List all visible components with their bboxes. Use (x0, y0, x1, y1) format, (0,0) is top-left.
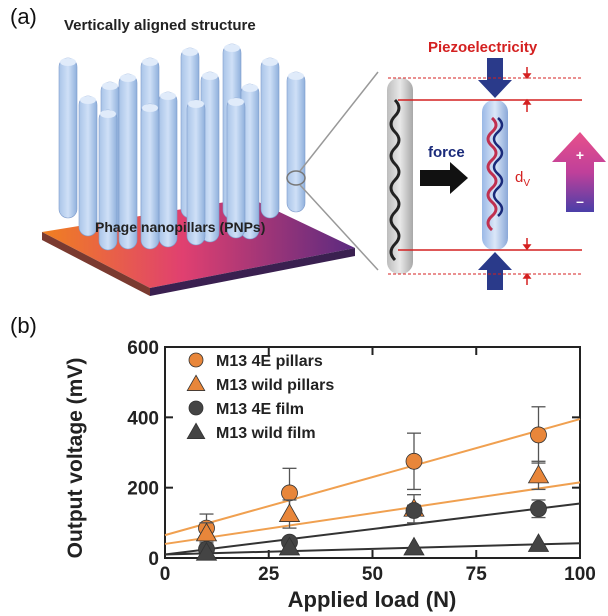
legend-entry: M13 4E film (188, 400, 304, 418)
fit-line (164, 542, 581, 556)
fit-line (164, 481, 581, 545)
output-voltage-chart: 0 200 400 600 0 25 50 75 100 M13 4E pillars M13 w… (64, 338, 596, 612)
legend-label: M13 wild pillars (216, 377, 334, 394)
panel-a-illustration: (a) Vertically aligned structure Phage n… (10, 4, 606, 296)
nanopillar (260, 57, 280, 219)
legend-entry: M13 wild film (186, 422, 316, 442)
force-arrow (420, 162, 468, 194)
x-tick-label: 50 (362, 564, 383, 585)
nanopillar (286, 71, 306, 213)
fit-line (164, 418, 581, 537)
nanopillar (200, 71, 220, 243)
legend-marker (188, 352, 204, 368)
y-tick-label: 600 (127, 338, 159, 359)
data-point (281, 484, 298, 502)
x-tick-label: 100 (564, 564, 596, 585)
data-point (527, 533, 550, 552)
plus-sign: + (576, 147, 584, 163)
y-tick-label: 200 (127, 479, 159, 500)
legend-label: M13 4E film (216, 401, 304, 418)
data-point (278, 503, 301, 522)
x-axis-label: Applied load (N) (288, 587, 457, 612)
compression-arrow-bottom (478, 252, 512, 290)
y-tick-label: 400 (127, 408, 159, 429)
legend-entry: M13 4E pillars (188, 352, 323, 370)
legend-marker (188, 400, 204, 416)
legend-marker (186, 422, 206, 439)
data-point (403, 536, 425, 556)
data-point (405, 502, 423, 519)
nanopillar (98, 109, 118, 251)
panel-a-label: (a) (10, 4, 37, 29)
legend-entry: M13 wild pillars (186, 374, 334, 394)
minus-sign: – (576, 193, 584, 209)
legend-label: M13 wild film (216, 425, 316, 442)
piezo-title: Piezoelectricity (428, 39, 538, 56)
x-tick-label: 75 (466, 564, 488, 585)
substrate-label: Phage nanopillars (PNPs) (95, 219, 265, 235)
nanopillar (226, 97, 246, 239)
legend-label: M13 4E pillars (216, 353, 323, 370)
dv-label: dV (515, 169, 530, 189)
force-label: force (428, 144, 465, 161)
data-point (527, 464, 550, 484)
zoom-circle (286, 170, 306, 186)
nanopillar (118, 73, 138, 250)
x-tick-label: 0 (160, 564, 171, 585)
nanopillar (158, 91, 178, 248)
data-point (530, 500, 547, 518)
data-point (195, 541, 218, 561)
y-tick-label: 0 (148, 549, 159, 570)
nanopillar (78, 95, 98, 237)
nanopillar (186, 99, 206, 246)
x-tick-label: 25 (258, 564, 280, 585)
data-point (405, 452, 423, 470)
legend-marker (186, 374, 206, 391)
fit-line (164, 502, 581, 556)
nanopillar (58, 57, 78, 219)
data-point (278, 536, 301, 556)
y-axis-label: Output voltage (mV) (64, 358, 87, 559)
nanopillar (140, 103, 160, 250)
data-point (530, 426, 547, 444)
nanopillar-array (58, 43, 306, 251)
structure-title: Vertically aligned structure (64, 17, 256, 34)
panel-b-label: (b) (10, 313, 37, 338)
polarization-arrow (552, 132, 606, 212)
